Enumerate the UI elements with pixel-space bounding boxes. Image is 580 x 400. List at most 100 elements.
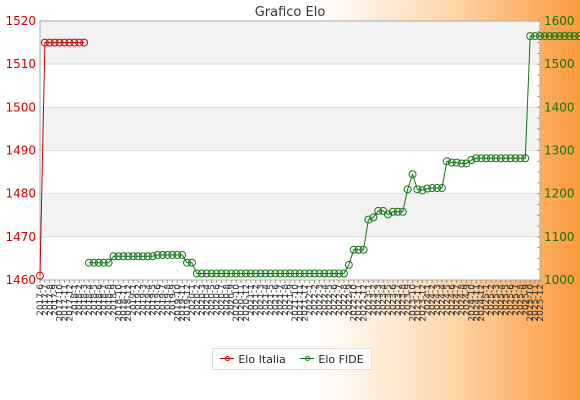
x-tick-label: 2019-9 — [168, 284, 178, 316]
grid-band — [40, 150, 540, 194]
data-point — [197, 269, 206, 278]
data-point — [384, 210, 393, 219]
data-point — [403, 185, 412, 194]
data-point — [536, 32, 544, 41]
right-tick-label: 1200 — [544, 187, 575, 201]
data-point — [281, 269, 290, 278]
data-point — [236, 269, 245, 278]
x-tick-label: 2018-1 — [70, 284, 80, 316]
data-point — [501, 154, 510, 163]
data-point — [80, 38, 89, 47]
x-tick-label: 2020-4 — [203, 284, 213, 316]
x-tick-label: 2022-4 — [320, 284, 330, 316]
x-tick-label: 2017-7 — [41, 284, 51, 316]
data-point — [40, 38, 49, 47]
legend-item-elo-italia: Elo Italia — [220, 352, 286, 366]
right-tick-label: 1400 — [544, 100, 575, 114]
x-tick-label: 2024-3 — [433, 284, 443, 316]
series-line-1 — [89, 35, 580, 275]
data-point — [60, 38, 69, 47]
data-point — [300, 269, 309, 278]
data-point — [85, 258, 94, 267]
x-tick-label: 2025-12 — [536, 284, 546, 322]
data-point — [467, 155, 476, 164]
data-point — [45, 38, 54, 47]
data-point — [457, 159, 466, 168]
data-point — [119, 252, 128, 261]
x-tick-label: 2020-5 — [208, 284, 218, 316]
data-point — [202, 269, 211, 278]
legend: Elo Italia Elo FIDE — [212, 348, 372, 370]
legend-item-elo-fide: Elo FIDE — [300, 352, 364, 366]
data-point — [359, 245, 368, 254]
data-point — [545, 32, 554, 41]
data-point — [472, 154, 481, 163]
x-tick-label: 2024-7 — [453, 284, 463, 316]
x-tick-label: 2025-8 — [516, 284, 526, 316]
x-tick-label: 2018-8 — [105, 284, 115, 316]
x-tick-label: 2018-12 — [124, 284, 134, 322]
x-tick-label: 2023-8 — [399, 284, 409, 316]
data-point — [413, 185, 422, 194]
data-point — [442, 157, 451, 166]
x-tick-label: 2024-10 — [467, 284, 477, 322]
grid-band — [40, 64, 540, 108]
left-tick-label: 1460 — [5, 273, 36, 287]
right-tick-label: 1300 — [544, 144, 575, 158]
data-point — [241, 269, 250, 278]
data-point — [393, 207, 402, 216]
data-point — [173, 250, 182, 259]
data-point — [286, 269, 294, 278]
x-tick-label: 2024-12 — [477, 284, 487, 322]
data-point — [418, 186, 427, 195]
legend-label-elo-fide: Elo FIDE — [318, 352, 364, 366]
legend-swatch-elo-fide — [300, 354, 315, 364]
data-point — [183, 258, 192, 267]
x-tick-label: 2021-4 — [261, 284, 271, 316]
data-point — [129, 252, 138, 261]
x-tick-label: 2025-3 — [492, 284, 502, 316]
x-tick-label: 2021-3 — [257, 284, 267, 316]
data-point — [423, 184, 432, 193]
data-point — [290, 269, 299, 278]
left-tick-label: 1520 — [5, 14, 36, 28]
x-tick-label: 2017-9 — [51, 284, 61, 316]
x-tick-label: 2022-11 — [355, 284, 365, 322]
x-tick-label: 2019-10 — [173, 284, 183, 322]
data-point — [134, 252, 143, 261]
x-axis: 2017-62017-72017-82017-92017-102017-1120… — [36, 280, 546, 322]
data-point — [486, 154, 495, 163]
x-tick-label: 2020-2 — [193, 284, 203, 316]
x-tick-label: 2020-10 — [232, 284, 242, 322]
x-tick-label: 2020-7 — [217, 284, 227, 316]
right-tick-label: 1100 — [544, 230, 575, 244]
x-tick-label: 2019-8 — [163, 284, 173, 316]
data-point — [339, 269, 348, 278]
data-point — [70, 38, 79, 47]
data-point — [271, 269, 280, 278]
x-tick-label: 2019-4 — [144, 284, 154, 316]
data-point — [349, 245, 358, 254]
data-point — [109, 252, 118, 261]
data-point — [354, 245, 363, 254]
data-point — [374, 206, 383, 215]
data-point — [276, 269, 285, 278]
x-tick-label: 2019-12 — [183, 284, 193, 322]
data-point — [114, 252, 123, 261]
data-point — [447, 158, 456, 167]
data-point — [222, 269, 231, 278]
x-tick-label: 2024-11 — [472, 284, 482, 322]
data-point — [428, 184, 437, 193]
x-tick-label: 2017-12 — [65, 284, 75, 322]
legend-label-elo-italia: Elo Italia — [238, 352, 286, 366]
x-tick-label: 2017-6 — [36, 284, 46, 316]
x-tick-label: 2021-8 — [281, 284, 291, 316]
data-point — [104, 258, 113, 267]
data-point — [330, 269, 339, 278]
data-point — [526, 32, 535, 41]
x-tick-label: 2018-3 — [80, 284, 90, 316]
x-tick-label: 2019-5 — [149, 284, 159, 316]
x-tick-label: 2019-11 — [178, 284, 188, 322]
legend-swatch-elo-italia — [220, 354, 235, 364]
data-point — [153, 250, 162, 259]
